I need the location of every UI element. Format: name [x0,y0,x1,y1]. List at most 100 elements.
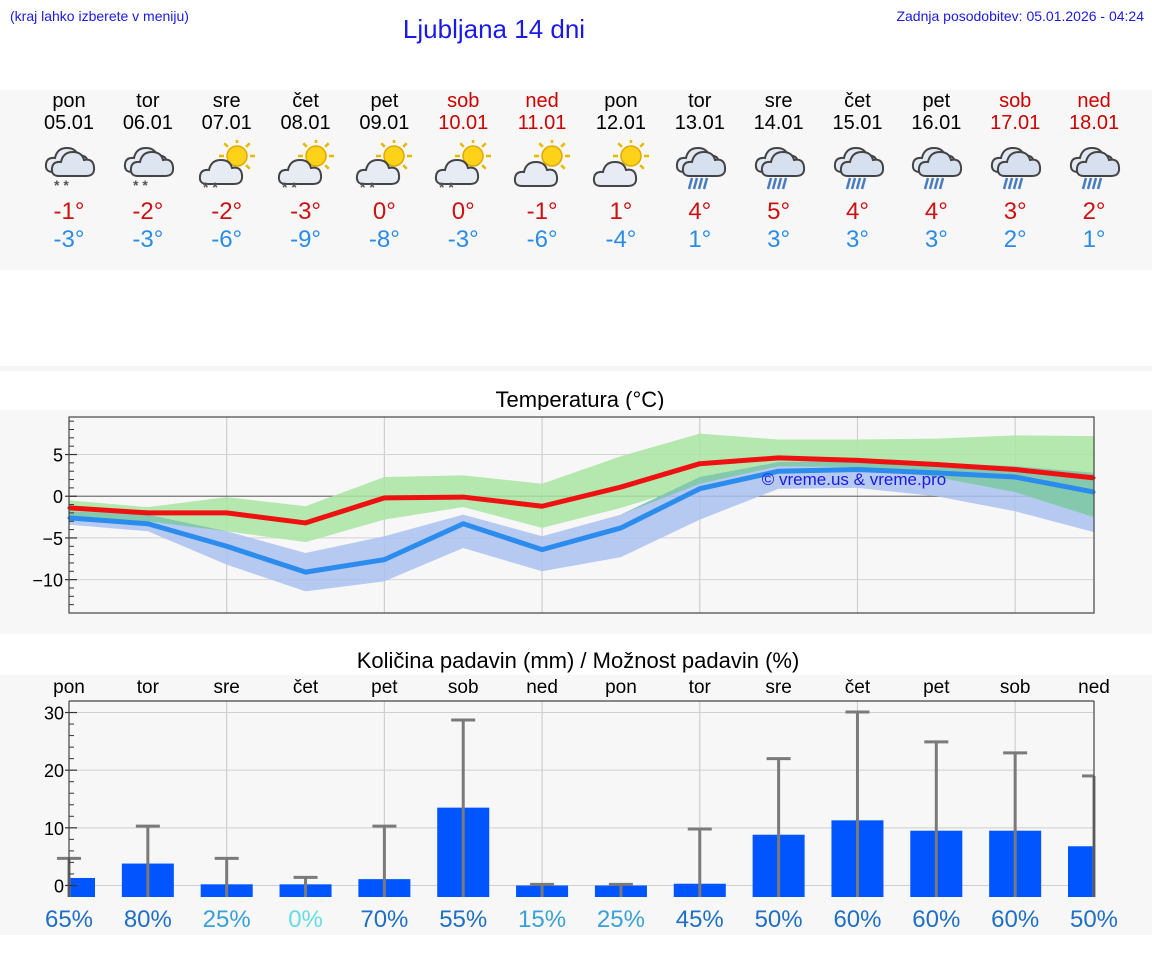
max-temp-point [777,456,781,460]
day-name: tor [688,90,712,112]
min-temperature: 3° [767,226,791,253]
day-name: sob [999,90,1032,112]
day-date: 13.01 [674,112,725,134]
max-temperature: -3° [290,198,322,225]
day-date: 15.01 [832,112,883,134]
daily-forecast-strip [0,90,1152,270]
min-temp-point [146,522,150,526]
section-divider [0,366,1152,371]
precip-day-label: sre [213,677,239,698]
forecast-day: ned 11.01 -1° -6° [503,90,581,270]
sun-cloud-snow-icon: * * [197,138,257,195]
sun-cloud-snow-icon: * * [276,138,336,195]
min-temp-point [698,487,702,491]
precip-chance-label: 45% [676,906,724,933]
cloud-rain-icon [828,140,888,192]
min-temp-point [461,522,465,526]
min-temp-range-band [69,461,1094,592]
min-temperature: 1° [688,226,712,253]
forecast-day: tor 13.01 4° 1° [661,90,739,270]
precip-chance-label: 65% [45,906,93,933]
day-date: 12.01 [595,112,646,134]
precip-chance-label: 55% [439,906,487,933]
day-date: 16.01 [911,112,962,134]
y-tick-label: 5 [53,446,63,466]
max-temperature: 1° [609,198,633,225]
precip-day-label: tor [689,677,712,698]
day-date: 06.01 [122,112,173,134]
y-tick-label: 10 [44,819,64,839]
precipitation-chart: pon tor sre čet pet sob ned pon tor sre čet pet sob n… [44,677,1118,933]
max-temp-point [540,504,544,508]
min-temperature-line [68,467,1095,575]
cloud-rain-icon [906,140,966,192]
precip-day-label: sre [765,677,791,698]
day-name: čet [292,90,319,112]
precip-day-label: čet [293,677,319,698]
min-temperature: -6° [211,226,243,253]
max-temperature: 4° [688,198,712,225]
day-name: ned [1077,90,1111,112]
watermark: © vreme.us & vreme.pro [762,470,946,489]
max-temp-point [225,511,229,515]
svg-text:* *: * * [439,179,454,195]
max-temperature: 0° [372,198,396,225]
day-date: 18.01 [1069,112,1120,134]
sun-cloud-snow-icon: * * [433,138,493,195]
y-tick-label: 0 [54,876,64,896]
max-temperature: 5° [767,198,791,225]
y-tick-label: −10 [32,571,63,591]
precip-chance-label: 60% [991,906,1039,933]
precip-day-label: pon [53,677,85,698]
page-title: Ljubljana 14 dni [402,14,586,44]
precip-chance-label: 50% [1070,906,1118,933]
day-date: 17.01 [990,112,1041,134]
precip-day-label: ned [1078,677,1110,698]
min-temperature: -6° [526,226,558,253]
svg-text:* *: * * [360,179,375,195]
cloud-rain-icon [670,140,730,192]
max-temp-point [619,485,623,489]
max-temp-point [698,462,702,466]
precip-day-label: tor [137,677,160,698]
min-temp-point [382,558,386,562]
precip-chance-label: 50% [755,906,803,933]
days-container: pon 05.01 * * -1° -3° tor 06.01 * * -2° -3° sre 07.… [0,90,1152,270]
day-date: 14.01 [753,112,804,134]
day-name: sre [212,90,241,112]
min-temperature: -4° [605,226,637,253]
y-tick-label: 0 [53,487,63,507]
day-name: tor [136,90,160,112]
svg-text:* *: * * [282,179,297,195]
day-name: čet [844,90,871,112]
min-temperature: 3° [924,226,948,253]
forecast-day: pet 16.01 4° 3° [897,90,975,270]
day-date: 05.01 [43,112,95,134]
plot-frame [68,416,1095,614]
forecast-day: pon 05.01 * * -1° -3° [30,90,108,270]
precip-day-label: pon [605,677,637,698]
min-temperature: -9° [290,226,322,253]
max-temperature: 4° [846,198,869,225]
precip-bar [69,877,95,897]
location-hint[interactable]: (kraj lahko izberete v meniju) [10,8,189,24]
precip-chance-label: 70% [360,906,408,933]
precip-chance-label: 25% [203,906,251,933]
precip-day-label: pet [371,677,398,698]
min-temperature: 1° [1082,226,1106,253]
max-temperature: -2° [132,198,164,225]
y-tick-label: −5 [42,529,63,549]
max-temperature: 3° [1003,198,1027,225]
forecast-day: sre 07.01 * * -2° -6° [188,90,266,270]
min-temperature: -3° [53,226,85,253]
precip-day-label: sob [1000,677,1031,698]
day-name: pon [52,90,86,112]
day-name: sob [447,90,480,112]
min-temperature: -3° [132,226,164,253]
min-temp-point [777,469,781,473]
forecast-day: pon 12.01 1° -4° [582,90,660,270]
precip-chance-label: 25% [597,906,645,933]
day-name: pet [922,90,951,112]
max-temperature: -1° [53,198,85,225]
cloud-rain-icon [985,140,1045,192]
